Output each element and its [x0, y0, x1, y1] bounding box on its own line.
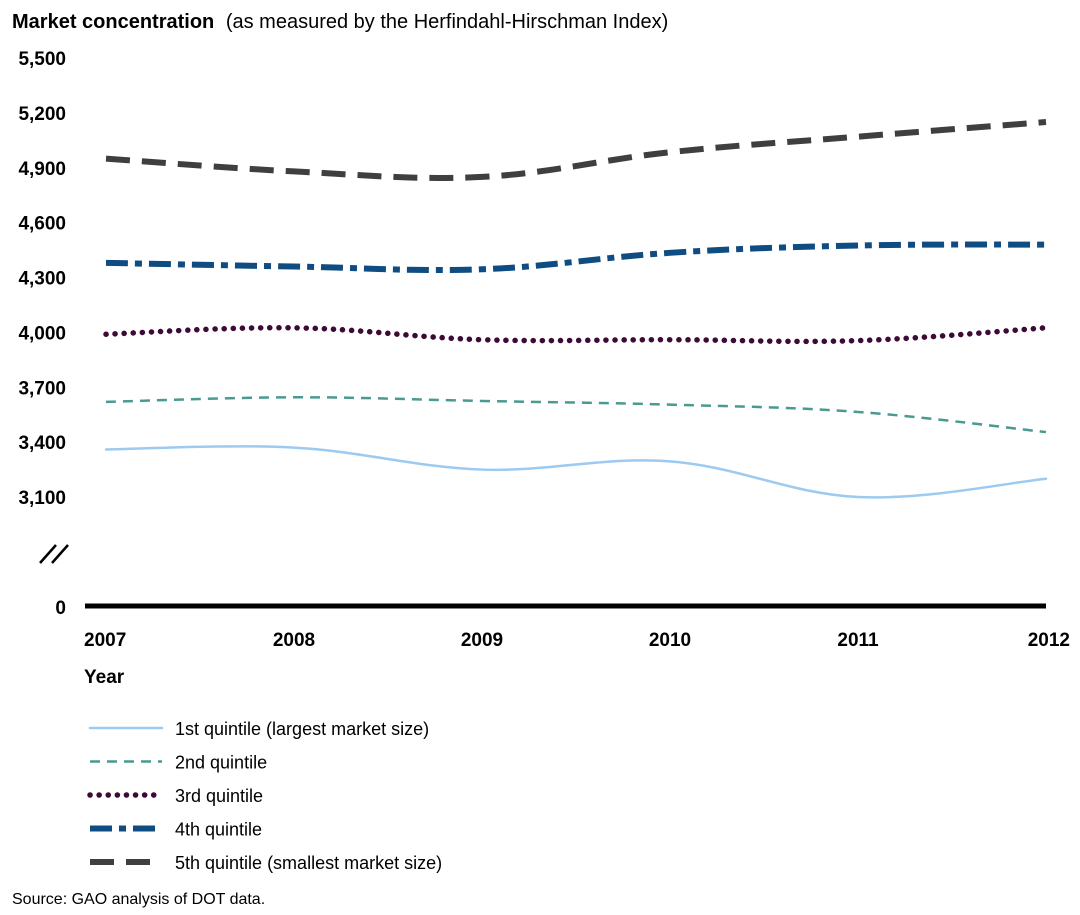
x-tick-label: 2007 [84, 630, 126, 651]
y-tick-zero: 0 [55, 598, 66, 619]
series-line-1 [104, 445, 1048, 499]
y-tick-label: 3,700 [18, 378, 66, 399]
y-tick-label: 4,000 [18, 323, 66, 344]
legend: 1st quintile (largest market size) 2nd qu… [87, 719, 442, 873]
legend-label-2: 2nd quintile [175, 753, 267, 773]
x-tick-label: 2011 [837, 630, 879, 651]
series-line-4 [105, 241, 1047, 274]
chart-title-rest: (as measured by the Herfindahl-Hirschman… [226, 11, 668, 33]
x-tick-label: 2008 [273, 630, 315, 651]
series-line-3 [103, 324, 1049, 345]
source-note: Source: GAO analysis of DOT data. [12, 891, 265, 908]
legend-label-4: 4th quintile [175, 820, 262, 840]
y-tick-label: 3,400 [18, 433, 66, 454]
y-tick-label: 5,200 [18, 104, 66, 125]
x-tick-label: 2012 [1028, 630, 1070, 651]
y-tick-label: 3,100 [18, 488, 66, 509]
axis-break-icon [39, 544, 69, 564]
chart-title: Market concentration (as measured by the… [12, 11, 668, 33]
y-axis-ticks: 5,500 5,200 4,900 4,600 4,300 4,000 3,700 3,400… [18, 49, 66, 509]
y-tick-label: 4,600 [18, 214, 66, 235]
y-tick-label: 4,300 [18, 269, 66, 290]
chart-title-bold: Market concentration [12, 11, 214, 33]
x-axis-label: Year [84, 667, 125, 688]
series-line-2 [105, 396, 1047, 434]
series-lines [103, 119, 1049, 499]
x-tick-label: 2010 [649, 630, 691, 651]
series-line-5 [105, 119, 1047, 181]
x-axis-ticks: 2007 2008 2009 2010 2011 2012 [84, 630, 1070, 651]
legend-label-5: 5th quintile (smallest market size) [175, 853, 442, 873]
legend-label-1: 1st quintile (largest market size) [175, 719, 429, 739]
y-tick-label: 5,500 [18, 49, 66, 70]
legend-label-3: 3rd quintile [175, 786, 263, 806]
x-tick-label: 2009 [461, 630, 503, 651]
y-tick-label: 4,900 [18, 159, 66, 180]
